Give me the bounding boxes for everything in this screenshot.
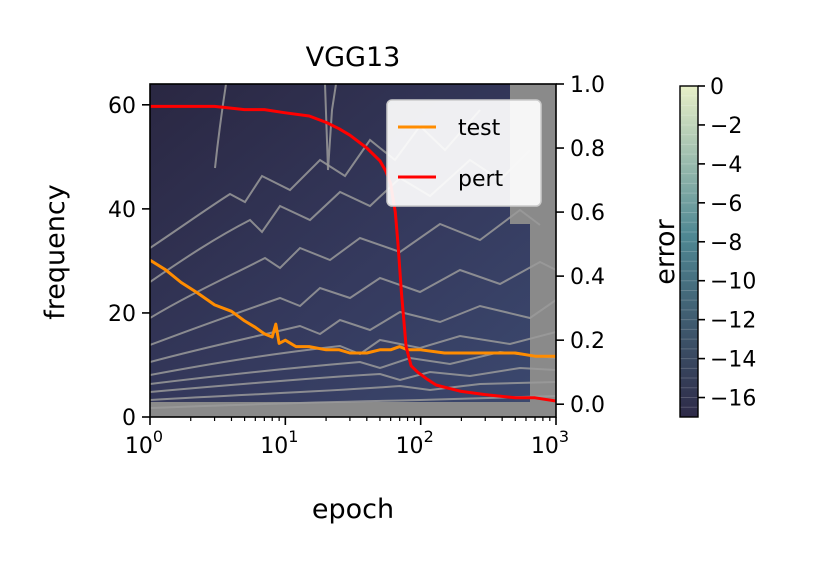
colorbar-fill bbox=[680, 86, 698, 417]
y2-tick-label: 0.8 bbox=[570, 137, 605, 162]
y-axis-label: frequency bbox=[40, 184, 71, 319]
colorbar-tick-label: −2 bbox=[710, 114, 742, 139]
y-tick-label: 20 bbox=[108, 302, 136, 327]
heatmap-grey-region-bottom bbox=[150, 402, 556, 417]
y2-tick-label: 0.2 bbox=[570, 329, 605, 354]
contour-line bbox=[150, 260, 556, 346]
contour-line bbox=[150, 395, 556, 409]
x-axis-ticks: 100 101 102 103 bbox=[125, 417, 569, 459]
chart-title: VGG13 bbox=[306, 42, 401, 73]
y2-tick-label: 0.6 bbox=[570, 201, 605, 226]
x-tick-label: 102 bbox=[396, 427, 434, 459]
x-axis-label: epoch bbox=[312, 494, 394, 525]
y-tick-label: 60 bbox=[108, 94, 136, 119]
contour-line bbox=[214, 84, 227, 169]
colorbar: 0 −2 −4 −6 −8 −10 −12 −14 −16 error bbox=[650, 75, 756, 418]
heatmap-grey-region-right bbox=[530, 220, 556, 417]
colorbar-tick-label: 0 bbox=[710, 75, 724, 100]
y2-tick-label: 0.4 bbox=[570, 265, 605, 290]
contour-line bbox=[150, 109, 481, 249]
y-tick-label: 0 bbox=[122, 406, 136, 431]
contour-line bbox=[150, 208, 541, 319]
colorbar-label: error bbox=[650, 218, 681, 284]
y2-axis-ticks: 0.0 0.2 0.4 0.6 0.8 1.0 bbox=[556, 73, 605, 418]
plot-frame bbox=[149, 83, 557, 418]
x-tick-label: 101 bbox=[260, 427, 298, 459]
y-tick-label: 40 bbox=[108, 198, 136, 223]
legend-label-test: test bbox=[458, 116, 501, 141]
contour-lines bbox=[150, 84, 556, 409]
colorbar-tick-label: −4 bbox=[710, 153, 742, 178]
y2-tick-label: 1.0 bbox=[570, 73, 605, 98]
contour-line bbox=[150, 350, 556, 385]
legend-label-pert: pert bbox=[458, 167, 504, 192]
contour-line bbox=[150, 381, 556, 401]
y-axis-ticks: 0 20 40 60 bbox=[108, 94, 150, 431]
colorbar-tick-label: −14 bbox=[710, 348, 756, 373]
contour-line bbox=[324, 84, 337, 171]
legend: test pert bbox=[386, 99, 542, 207]
y2-tick-label: 0.0 bbox=[570, 393, 605, 418]
contour-line bbox=[150, 331, 556, 376]
colorbar-tick-label: −6 bbox=[710, 192, 742, 217]
colorbar-tick-label: −10 bbox=[710, 270, 756, 295]
contour-line bbox=[150, 366, 556, 393]
x-tick-label: 100 bbox=[125, 427, 163, 459]
colorbar-tick-label: −16 bbox=[710, 387, 756, 412]
x-axis-minor-ticks bbox=[190, 417, 551, 421]
colorbar-tick-label: −8 bbox=[710, 231, 742, 256]
x-tick-label: 103 bbox=[531, 427, 569, 459]
series-line-test bbox=[150, 258, 556, 358]
colorbar-gradient bbox=[679, 85, 699, 418]
colorbar-ticks: 0 −2 −4 −6 −8 −10 −12 −14 −16 bbox=[680, 75, 756, 412]
colorbar-tick-label: −12 bbox=[710, 309, 756, 334]
